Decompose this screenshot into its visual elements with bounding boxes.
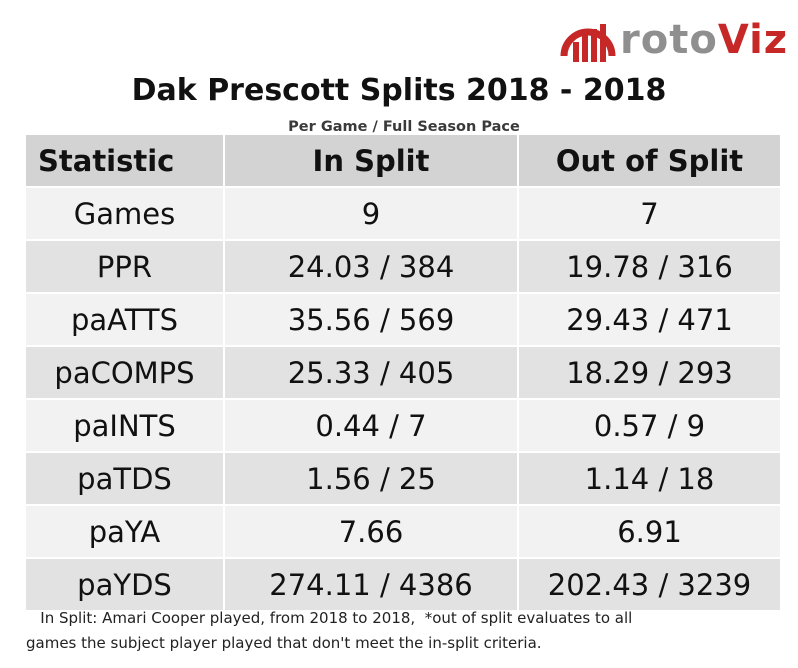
out-split-value: 29.43 / 471 [517, 293, 780, 347]
footnote-line-1: In Split: Amari Cooper played, from 2018… [26, 609, 633, 627]
in-split-value: 274.11 / 4386 [223, 558, 518, 612]
footnote-line-2: games the subject player played that don… [26, 634, 542, 652]
out-split-value: 202.43 / 3239 [517, 558, 780, 612]
logo-text-roto: roto [620, 17, 718, 63]
footnote: In Split: Amari Cooper played, from 2018… [26, 606, 786, 656]
column-header-in-split: In Split [223, 135, 518, 188]
stat-name: paTDS [26, 452, 224, 506]
page-subtitle: Per Game / Full Season Pace [288, 119, 520, 135]
in-split-value: 24.03 / 384 [223, 240, 518, 294]
stat-name: Games [26, 187, 224, 241]
out-split-value: 0.57 / 9 [517, 399, 780, 453]
in-split-value: 0.44 / 7 [223, 399, 518, 453]
page-title: Dak Prescott Splits 2018 - 2018 [131, 73, 667, 108]
logo-text-viz: Viz [717, 17, 789, 63]
out-split-value: 19.78 / 316 [517, 240, 780, 294]
table-row: paYDS 274.11 / 4386 202.43 / 3239 [26, 558, 780, 612]
table-row: paTDS 1.56 / 25 1.14 / 18 [26, 452, 780, 506]
out-split-value: 18.29 / 293 [517, 346, 780, 400]
stat-name: paCOMPS [26, 346, 224, 400]
table-row: paYA 7.66 6.91 [26, 505, 780, 559]
out-split-value: 7 [517, 187, 780, 241]
table-row: paATTS 35.56 / 569 29.43 / 471 [26, 293, 780, 347]
table-row: paINTS 0.44 / 7 0.57 / 9 [26, 399, 780, 453]
in-split-value: 25.33 / 405 [223, 346, 518, 400]
stat-name: PPR [26, 240, 224, 294]
column-header-out-of-split: Out of Split [517, 135, 780, 188]
splits-table: Statistic In Split Out of Split Games 9 … [26, 135, 780, 612]
out-split-value: 6.91 [517, 505, 780, 559]
stat-name: paATTS [26, 293, 224, 347]
in-split-value: 1.56 / 25 [223, 452, 518, 506]
table-row: Games 9 7 [26, 187, 780, 241]
stat-name: paYA [26, 505, 224, 559]
table-row: paCOMPS 25.33 / 405 18.29 / 293 [26, 346, 780, 400]
rotoviz-logo: rotoViz [558, 12, 787, 70]
logo-wordmark: rotoViz [620, 14, 788, 66]
out-split-value: 1.14 / 18 [517, 452, 780, 506]
column-header-statistic: Statistic [26, 135, 224, 188]
stat-name: paYDS [26, 558, 224, 612]
stat-name: paINTS [26, 399, 224, 453]
in-split-value: 7.66 [223, 505, 518, 559]
table-row: PPR 24.03 / 384 19.78 / 316 [26, 240, 780, 294]
in-split-value: 9 [223, 187, 518, 241]
bar-chart-logo-icon [560, 24, 616, 62]
in-split-value: 35.56 / 569 [223, 293, 518, 347]
table-header-row: Statistic In Split Out of Split [26, 135, 780, 188]
